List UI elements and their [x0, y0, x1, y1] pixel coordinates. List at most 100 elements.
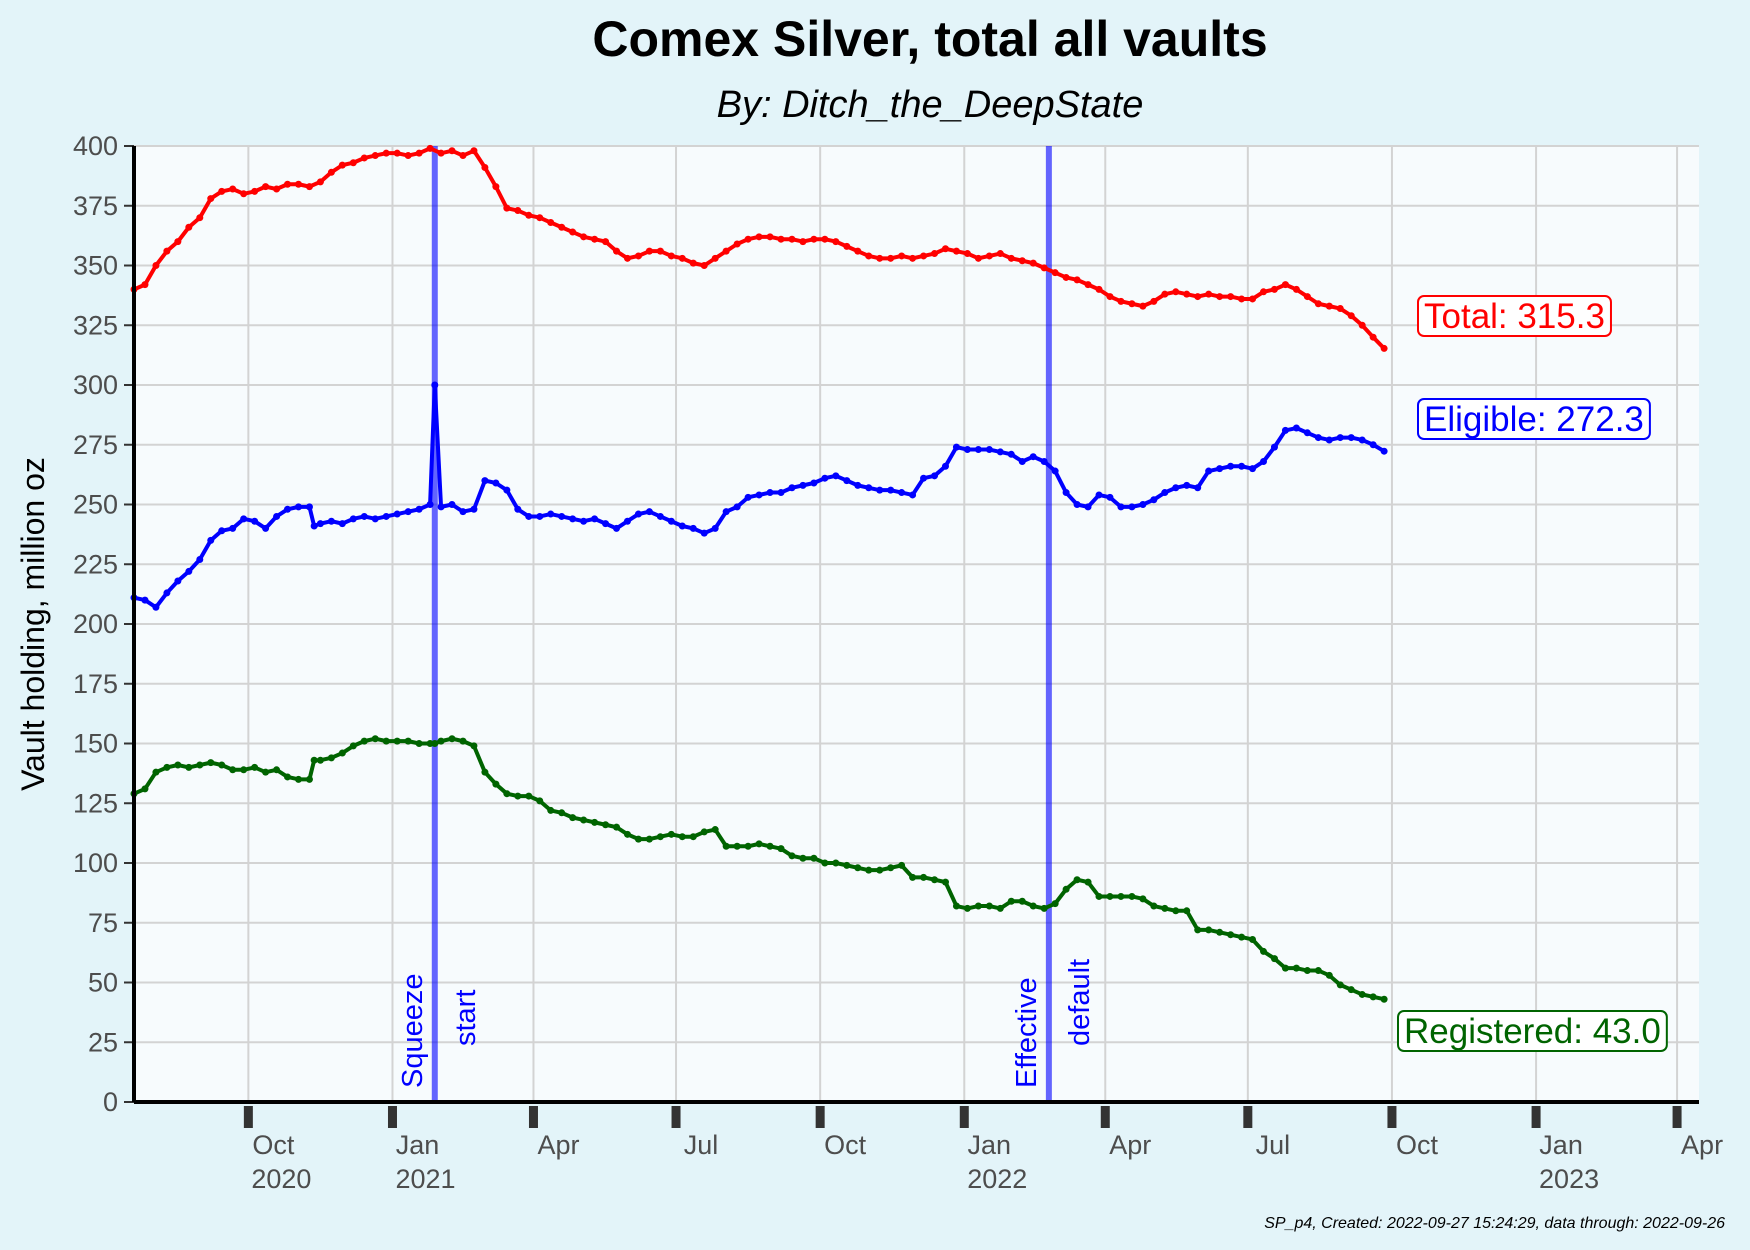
data-point — [1139, 302, 1147, 310]
data-point — [305, 775, 313, 783]
data-point — [371, 515, 379, 523]
data-point — [985, 902, 993, 910]
x-tick-label: Apr — [537, 1130, 579, 1160]
data-point — [393, 149, 401, 157]
data-point — [777, 235, 785, 243]
caption-text: SP_p4, Created: 2022-09-27 15:24:29, dat… — [1264, 1215, 1725, 1232]
data-point — [141, 785, 149, 793]
data-point — [591, 818, 599, 826]
event-label: Effective — [1011, 977, 1043, 1088]
data-point — [854, 247, 862, 255]
data-point — [240, 766, 248, 774]
y-tick-label: 0 — [103, 1087, 118, 1117]
data-point — [1128, 503, 1136, 511]
data-point — [711, 524, 719, 532]
data-point — [931, 472, 939, 480]
data-point — [1150, 496, 1158, 504]
data-point — [711, 254, 719, 262]
event-label: default — [1064, 959, 1096, 1046]
y-tick-label: 350 — [73, 251, 118, 281]
data-point — [1205, 926, 1213, 934]
data-point — [382, 737, 390, 745]
data-point — [481, 477, 489, 485]
data-point — [952, 902, 960, 910]
data-point — [1238, 462, 1246, 470]
data-point — [788, 852, 796, 860]
data-point — [1194, 926, 1202, 934]
data-point — [1051, 269, 1059, 277]
data-point — [887, 254, 895, 262]
data-point — [821, 474, 829, 482]
data-point — [623, 830, 631, 838]
event-label: start — [450, 990, 482, 1046]
data-point — [525, 512, 533, 520]
data-point — [1051, 900, 1059, 908]
data-point — [174, 577, 182, 585]
x-tick-label: Jan — [1539, 1130, 1583, 1160]
data-point — [591, 515, 599, 523]
data-point — [1183, 481, 1191, 489]
data-point — [634, 510, 642, 518]
data-point — [415, 149, 423, 157]
data-point — [678, 522, 686, 530]
data-point — [327, 517, 335, 525]
data-point — [1369, 993, 1377, 1001]
data-point — [1095, 285, 1103, 293]
data-point — [700, 529, 708, 537]
data-point — [777, 845, 785, 853]
grid-lines — [134, 145, 1699, 1103]
data-point — [360, 512, 368, 520]
data-point — [898, 252, 906, 260]
data-point — [569, 814, 577, 822]
data-point — [1347, 986, 1355, 994]
data-point — [1040, 457, 1048, 465]
data-point — [481, 768, 489, 776]
data-point — [459, 152, 467, 160]
data-point — [1292, 424, 1300, 432]
data-point — [163, 589, 171, 597]
data-point — [1281, 426, 1289, 434]
x-tick-label: Jan — [968, 1130, 1012, 1160]
data-point — [371, 152, 379, 160]
x-tick-label: Apr — [1681, 1130, 1723, 1160]
data-point — [1347, 312, 1355, 320]
data-point — [656, 833, 664, 841]
data-point — [1227, 293, 1235, 301]
series-layer — [130, 144, 1388, 1003]
y-tick-label: 150 — [73, 729, 118, 759]
data-point — [909, 873, 917, 881]
data-point — [503, 204, 511, 212]
data-point — [1227, 931, 1235, 939]
y-tick-label: 250 — [73, 490, 118, 520]
data-point — [788, 484, 796, 492]
chart-subtitle: By: Ditch_the_DeepState — [717, 84, 1144, 126]
data-point — [963, 904, 971, 912]
data-point — [338, 749, 346, 757]
data-point — [185, 567, 193, 575]
data-point — [623, 517, 631, 525]
data-point — [865, 484, 873, 492]
data-point — [1358, 990, 1366, 998]
data-point — [1227, 462, 1235, 470]
data-point — [843, 861, 851, 869]
data-point — [667, 830, 675, 838]
data-point — [294, 180, 302, 188]
data-point — [1139, 501, 1147, 508]
data-point — [503, 486, 511, 494]
data-point — [310, 522, 318, 530]
data-point — [1051, 467, 1059, 475]
data-point — [273, 512, 281, 520]
data-point — [602, 238, 610, 246]
data-point — [1216, 928, 1224, 936]
data-point — [821, 235, 829, 243]
data-point — [349, 742, 357, 750]
data-point — [755, 491, 763, 499]
data-point — [1018, 457, 1026, 465]
axes — [124, 145, 1699, 1128]
data-point — [1281, 964, 1289, 972]
data-point — [547, 806, 555, 814]
data-point — [843, 242, 851, 250]
data-point — [316, 756, 324, 764]
data-point — [1073, 501, 1081, 508]
